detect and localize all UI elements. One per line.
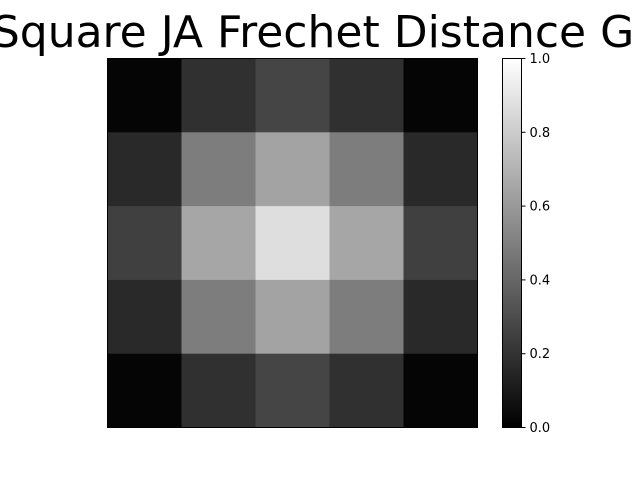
heatmap-cell-r4-c4	[403, 353, 478, 428]
heatmap-grid	[107, 58, 478, 428]
heatmap-cell-r4-c1	[181, 353, 256, 428]
heatmap-cell-r3-c0	[107, 279, 182, 355]
heatmap-cell-r0-c2	[255, 58, 330, 133]
heatmap-cell-r1-c1	[181, 132, 256, 207]
colorbar-tick-label: 0.8	[530, 126, 551, 141]
heatmap-cell-r2-c4	[403, 206, 478, 281]
heatmap-cell-r2-c3	[329, 206, 404, 281]
heatmap-cell-r1-c2	[255, 132, 330, 207]
heatmap-cell-r0-c3	[329, 58, 404, 133]
heatmap-cell-r3-c2	[255, 279, 330, 355]
heatmap-cell-r4-c0	[107, 353, 182, 428]
colorbar-tick-label: 0.0	[530, 421, 551, 436]
heatmap-cell-r4-c3	[329, 353, 404, 428]
heatmap-cell-r3-c1	[181, 279, 256, 355]
heatmap-frame	[107, 58, 478, 428]
heatmap-cell-r4-c2	[255, 353, 330, 428]
heatmap-cell-r3-c4	[403, 279, 478, 355]
heatmap-cell-r1-c3	[329, 132, 404, 207]
heatmap-cell-r2-c0	[107, 206, 182, 281]
heatmap-cell-r0-c1	[181, 58, 256, 133]
heatmap-cell-r2-c2	[255, 206, 330, 281]
heatmap-cell-r3-c3	[329, 279, 404, 355]
heatmap-cell-r2-c1	[181, 206, 256, 281]
colorbar-ticks: 0.0 0.2 0.4 0.6 0.8 1.0	[521, 52, 551, 436]
colorbar-tick-label: 1.0	[530, 52, 551, 67]
colorbar-tick-label: 0.6	[530, 200, 551, 215]
heatmap-cell-r0-c4	[403, 58, 478, 133]
heatmap-cell-r0-c0	[107, 58, 182, 133]
heatmap-cell-r1-c0	[107, 132, 182, 207]
colorbar: 0.0 0.2 0.4 0.6 0.8 1.0	[502, 52, 551, 436]
colorbar-tick-label: 0.2	[530, 347, 551, 362]
heatmap-cell-r1-c4	[403, 132, 478, 207]
colorbar-gradient	[502, 58, 522, 428]
colorbar-tick-label: 0.4	[530, 273, 551, 288]
chart-title: Square JA Frechet Distance G	[0, 7, 634, 58]
